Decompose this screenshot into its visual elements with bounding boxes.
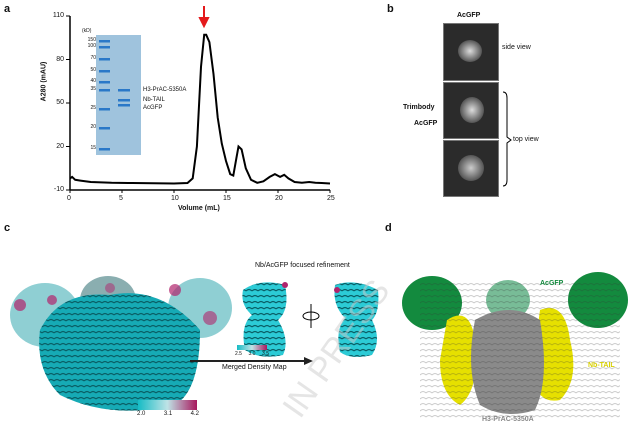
ladder-band <box>99 58 110 61</box>
nb-tail-label: Nb-TAIL <box>588 362 615 369</box>
acgfp-arrow-label: AcGFP <box>414 120 438 127</box>
ladder-band <box>99 108 110 111</box>
y-tick-label: 80 <box>56 55 64 63</box>
x-tick-label: 5 <box>119 195 123 202</box>
focused-cb-max: 3.5 <box>262 351 269 357</box>
x-tick-label: 10 <box>171 195 179 202</box>
peak-arrow-icon <box>198 6 210 29</box>
class-average-top-1 <box>443 82 499 139</box>
model-structure <box>402 272 628 420</box>
ladder-band <box>99 127 110 130</box>
gel-marker-label: 35 <box>90 86 96 92</box>
focused-colorbar-labels: 2.5 3.0 3.5 <box>235 351 269 357</box>
x-tick-label: 15 <box>223 195 231 202</box>
local-resolution-map <box>10 276 232 411</box>
panel-label-a: a <box>4 3 11 15</box>
focused-cb-min: 2.5 <box>235 351 242 357</box>
gel-marker-label: 40 <box>90 78 96 84</box>
colorbar-labels: 2.0 3.1 4.2 <box>137 411 199 417</box>
gel-band-label: Nb-TAIL <box>143 97 165 103</box>
sample-band <box>118 89 130 92</box>
side-view-label: side view <box>502 44 531 51</box>
top-view-bracket <box>502 91 512 187</box>
x-axis-label: Volume (mL) <box>178 205 220 212</box>
rotate-icon <box>302 304 320 328</box>
top-view-label: top view <box>513 136 539 143</box>
ladder-band <box>99 40 110 43</box>
class-average-top-2 <box>443 140 499 197</box>
colorbar-mid: 3.1 <box>163 411 173 417</box>
colorbar-min: 2.0 <box>137 411 146 417</box>
panel-label-d: d <box>385 222 392 234</box>
panel-label-b: b <box>387 3 394 15</box>
sample-band <box>118 104 130 107</box>
gel-marker-label: 100 <box>87 43 96 49</box>
y-axis-label: A280 (mAU) <box>40 61 48 102</box>
merged-density-arrow-icon <box>190 357 313 365</box>
gel-band-label: H3-PrAC-5350A <box>143 87 187 93</box>
gel-bands <box>99 40 130 151</box>
y-tick-label: 50 <box>56 99 64 106</box>
resolution-colorbar <box>138 400 197 410</box>
gel-unit: (kD) <box>82 28 92 34</box>
sds-page-gel <box>96 35 141 155</box>
x-tick-label: 20 <box>275 195 283 202</box>
acgfp-label: AcGFP <box>540 280 564 287</box>
axis-ticks <box>66 15 331 193</box>
panel-label-c: c <box>4 222 11 234</box>
x-tick-label: 0 <box>67 195 71 202</box>
y-tick-label: -10 <box>53 186 64 193</box>
merged-density-label: Merged Density Map <box>222 364 287 371</box>
colorbar-max: 4.2 <box>190 411 199 417</box>
gel-marker-label: 15 <box>90 145 96 151</box>
gel-marker-label: 25 <box>90 105 96 111</box>
trimbody-label: Trimbody <box>403 104 435 111</box>
y-tick-label: 20 <box>56 142 64 150</box>
panel-b-title: AcGFP <box>457 12 481 19</box>
focused-maps <box>242 282 379 357</box>
h3-label: H3-PrAC-5350A <box>482 416 534 423</box>
y-tick-label: 110 <box>52 12 64 19</box>
chromatogram-line <box>69 33 331 185</box>
gel-marker-label: 20 <box>90 124 96 130</box>
gel-marker-label: 150 <box>87 37 96 43</box>
ladder-band <box>99 148 110 151</box>
ladder-band <box>99 81 110 84</box>
focused-cb-mid: 3.0 <box>248 351 256 357</box>
gel-band-label: AcGFP <box>143 105 163 111</box>
focused-refinement-title: Nb/AcGFP focused refinement <box>255 262 350 269</box>
x-tick-label: 25 <box>327 195 335 202</box>
sample-band <box>118 99 130 102</box>
ladder-band <box>99 70 110 73</box>
ladder-band <box>99 46 110 49</box>
ladder-band <box>99 89 110 92</box>
gel-marker-label: 70 <box>90 55 96 61</box>
gel-marker-label: 50 <box>90 67 96 73</box>
focused-colorbar <box>237 345 267 350</box>
class-average-side <box>443 23 499 81</box>
